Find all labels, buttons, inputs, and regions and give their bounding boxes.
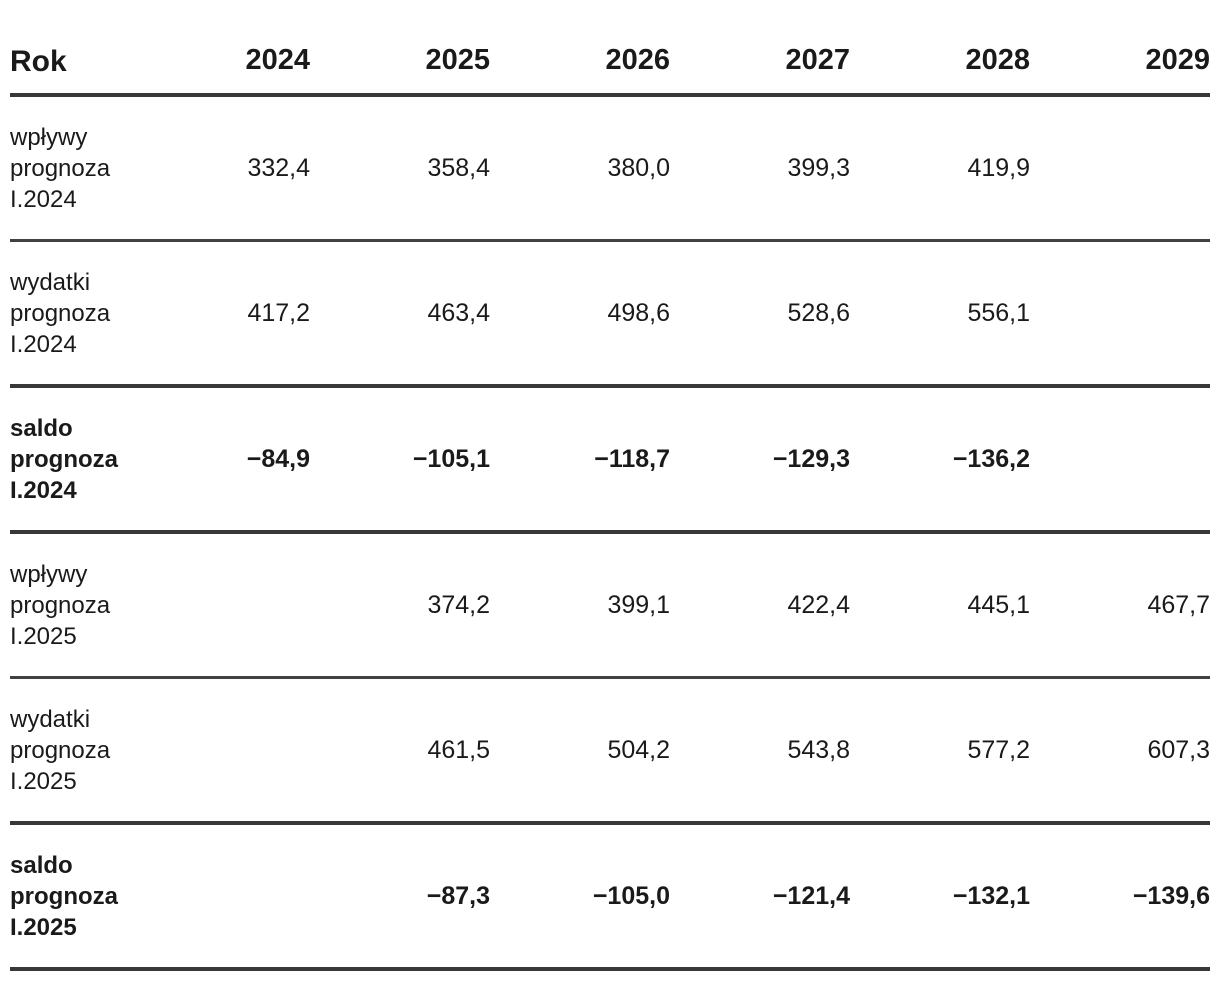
table-row: saldo prognoza I.2025 −87,3 −105,0 −121,4 −… [10, 825, 1210, 971]
cell-value: 543,8 [787, 735, 850, 764]
cell-value: −87,3 [426, 881, 490, 910]
cell-value: −84,9 [246, 444, 310, 473]
cell-value: −132,1 [952, 881, 1030, 910]
cell-value: 380,0 [607, 153, 670, 182]
header-year: 2029 [1145, 44, 1210, 76]
header-year: 2024 [245, 44, 310, 76]
cell-value: 461,5 [427, 735, 490, 764]
row-label: wydatki prognoza I.2025 [10, 705, 111, 795]
cell-value: 422,4 [787, 590, 850, 619]
header-year: 2027 [785, 44, 850, 76]
cell-value: 445,1 [967, 590, 1030, 619]
cell-value: 374,2 [427, 590, 490, 619]
cell-value: 417,2 [247, 298, 310, 327]
cell-value: 332,4 [247, 153, 310, 182]
cell-value: 358,4 [427, 153, 490, 182]
cell-value: 419,9 [967, 153, 1030, 182]
table-row: saldo prognoza I.2024 −84,9 −105,1 −118,7 −… [10, 388, 1210, 534]
cell-value: 467,7 [1147, 590, 1210, 619]
cell-value: −139,6 [1132, 881, 1210, 910]
cell-value: −129,3 [772, 444, 850, 473]
header-year: 2026 [605, 44, 670, 76]
cell-value: 528,6 [787, 298, 850, 327]
header-rok-label: Rok [10, 45, 67, 78]
header-year: 2025 [425, 44, 490, 76]
table-row: wydatki prognoza I.2024 417,2 463,4 498,6 5… [10, 242, 1210, 388]
cell-value: −105,1 [412, 444, 490, 473]
cell-value: 556,1 [967, 298, 1030, 327]
cell-value: 577,2 [967, 735, 1030, 764]
forecast-table: Rok 2024 2025 2026 2027 2028 2029 wpływy prog… [10, 44, 1210, 971]
cell-value: −136,2 [952, 444, 1030, 473]
row-label: wydatki prognoza I.2024 [10, 268, 111, 358]
table-row: wydatki prognoza I.2025 461,5 504,2 543,8 5… [10, 679, 1210, 825]
table-row: wpływy prognoza I.2025 374,2 399,1 422,4 44… [10, 534, 1210, 679]
row-label: saldo prognoza I.2024 [10, 414, 118, 504]
cell-value: 399,1 [607, 590, 670, 619]
row-label: wpływy prognoza I.2024 [10, 123, 111, 213]
header-year: 2028 [965, 44, 1030, 76]
table-body: wpływy prognoza I.2024 332,4 358,4 380,0 39… [10, 97, 1210, 971]
cell-value: 498,6 [607, 298, 670, 327]
cell-value: 504,2 [607, 735, 670, 764]
cell-value: 463,4 [427, 298, 490, 327]
cell-value: −105,0 [592, 881, 670, 910]
row-label: saldo prognoza I.2025 [10, 851, 118, 941]
cell-value: −118,7 [594, 444, 670, 473]
table-row: wpływy prognoza I.2024 332,4 358,4 380,0 39… [10, 97, 1210, 242]
cell-value: 399,3 [787, 153, 850, 182]
cell-value: 607,3 [1147, 735, 1210, 764]
cell-value: −121,4 [772, 881, 850, 910]
row-label: wpływy prognoza I.2025 [10, 560, 111, 650]
table-header-row: Rok 2024 2025 2026 2027 2028 2029 [10, 44, 1210, 97]
